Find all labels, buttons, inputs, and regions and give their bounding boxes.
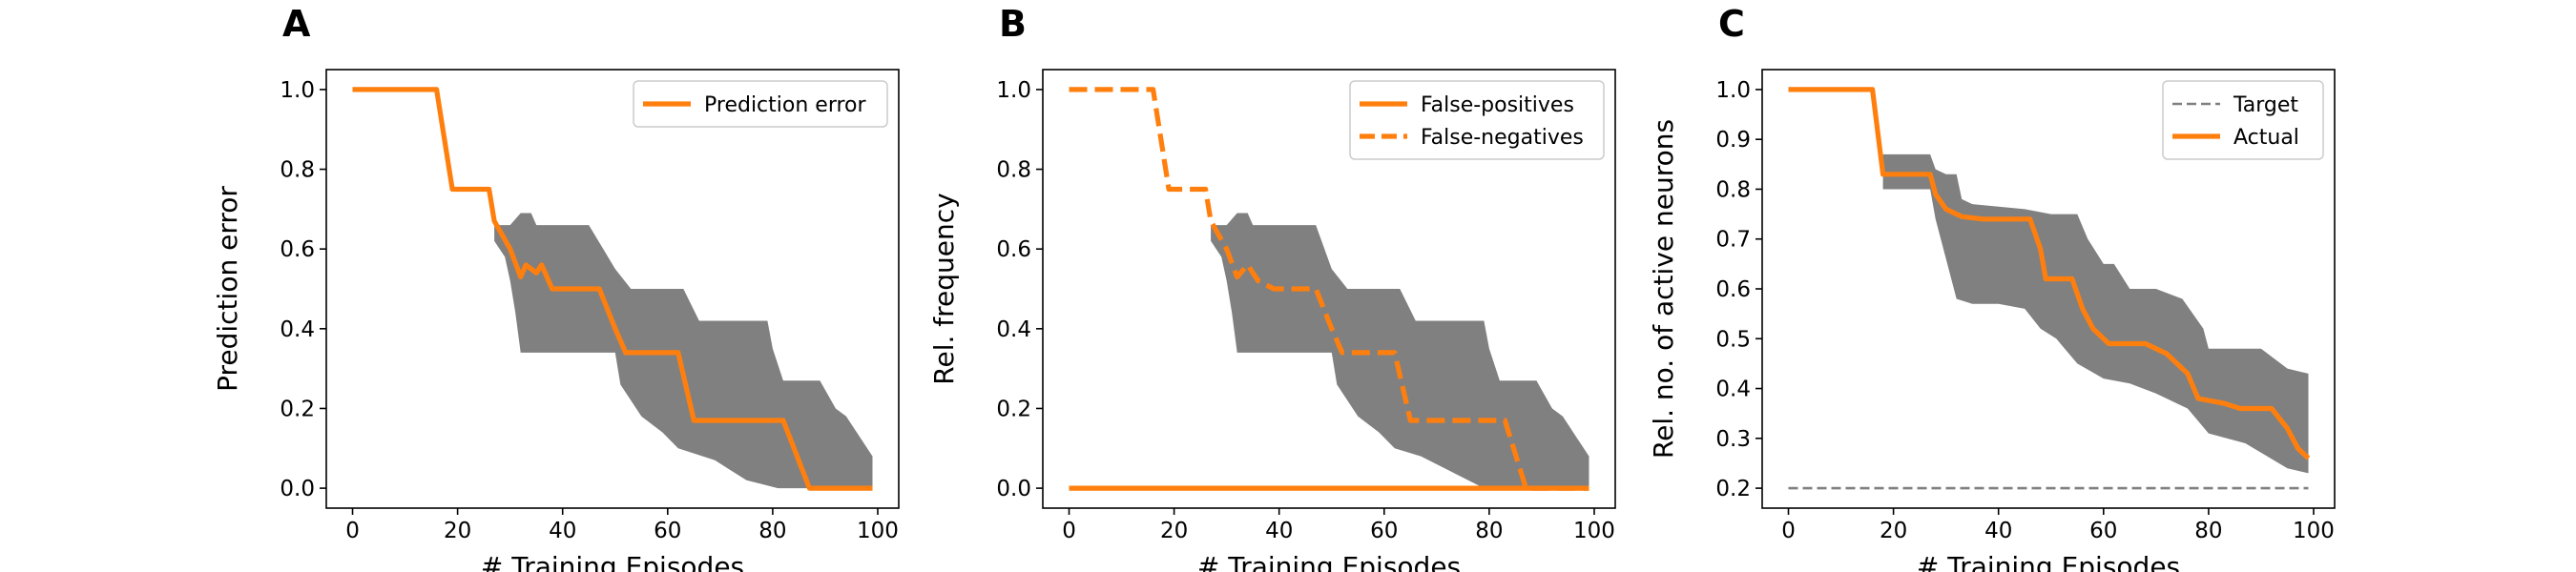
legend-label: False-negatives [1421, 126, 1584, 150]
x-axis-label: # Training Episodes [1197, 551, 1461, 572]
y-tick-label: 0.6 [996, 237, 1031, 262]
legend-label: False-positives [1421, 93, 1574, 117]
legend-box [2162, 80, 2324, 160]
x-tick-label: 20 [1880, 519, 1907, 543]
x-axis-label: # Training Episodes [1917, 551, 2180, 572]
x-tick-label: 40 [1265, 519, 1293, 543]
legend-label: Target [2233, 93, 2298, 117]
y-tick-label: 1.0 [280, 78, 315, 103]
chart-panel-b: B 0 20 40 60 80 100 0.0 0.2 0.4 0.6 0.8 1.0 # Trainin… [928, 3, 1616, 572]
legend: Target Actual [2162, 80, 2324, 160]
y-tick-label: 0.0 [996, 477, 1031, 501]
y-tick-label: 0.2 [996, 397, 1031, 421]
x-tick-label: 100 [1573, 519, 1615, 543]
y-tick-label: 1.0 [1715, 78, 1751, 103]
x-tick-label: 60 [2089, 519, 2117, 543]
y-tick-label: 0.8 [1715, 177, 1751, 202]
y-tick-label: 0.5 [1715, 327, 1751, 352]
y-axis-label: Prediction error [212, 186, 243, 392]
x-tick-label: 0 [1062, 519, 1076, 543]
y-tick-label: 0.2 [1715, 477, 1751, 501]
x-axis-label: # Training Episodes [481, 551, 744, 572]
x-tick-label: 0 [1781, 519, 1796, 543]
plot-area [1788, 87, 2311, 490]
x-tick-label: 0 [345, 519, 360, 543]
x-tick-label: 20 [444, 519, 471, 543]
y-tick-label: 0.8 [996, 158, 1031, 183]
legend-box [633, 80, 888, 128]
y-tick-label: 0.6 [280, 237, 315, 262]
variability-band [1882, 153, 2309, 474]
x-tick-label: 60 [1370, 519, 1398, 543]
y-tick-label: 0.4 [996, 317, 1031, 342]
legend-label: Actual [2233, 126, 2299, 150]
y-tick-label: 1.0 [996, 78, 1031, 103]
legend-box [1349, 80, 1605, 160]
series-line-false-negatives [1069, 87, 1589, 491]
y-axis-label: Rel. frequency [928, 193, 960, 384]
variability-band [494, 213, 873, 489]
y-tick-label: 0.2 [280, 397, 315, 421]
y-tick-label: 0.7 [1715, 228, 1751, 253]
y-tick-label: 0.0 [280, 477, 315, 501]
legend-label: Prediction error [704, 93, 866, 117]
y-tick-label: 0.9 [1715, 128, 1751, 153]
legend: Prediction error [633, 80, 888, 128]
axes-frame [325, 69, 900, 509]
variability-band [1211, 213, 1589, 489]
chart-panel-a: A 0 20 40 60 80 100 0.0 0.2 0.4 0.6 0.8 1.0 # Trainin… [212, 3, 900, 572]
panel-letter: A [282, 3, 311, 45]
axes-frame [1042, 69, 1616, 509]
y-tick-label: 0.4 [280, 317, 315, 342]
x-tick-label: 80 [758, 519, 786, 543]
x-tick-label: 40 [1984, 519, 2012, 543]
y-tick-label: 0.4 [1715, 378, 1751, 402]
y-tick-label: 0.6 [1715, 277, 1751, 302]
plot-area [1069, 87, 1589, 491]
x-tick-label: 40 [549, 519, 576, 543]
chart-panel-c: C 0 20 40 60 80 100 0.2 0.3 0.4 0.5 0.6 0.7 0.8 0.9 1.0… [1648, 3, 2336, 572]
series-line-actual [1788, 87, 2311, 460]
panel-letter: C [1718, 3, 1745, 45]
y-tick-label: 0.8 [280, 158, 315, 183]
y-axis-label: Rel. no. of active neurons [1648, 119, 1679, 459]
x-tick-label: 20 [1160, 519, 1188, 543]
x-tick-label: 60 [654, 519, 681, 543]
plot-area [352, 87, 873, 491]
x-tick-label: 100 [857, 519, 899, 543]
x-tick-label: 80 [2194, 519, 2222, 543]
x-tick-label: 100 [2293, 519, 2335, 543]
legend: False-positives False-negatives [1349, 80, 1605, 160]
x-tick-label: 80 [1475, 519, 1503, 543]
panel-letter: B [999, 3, 1027, 45]
series-line-prediction-error [352, 87, 873, 491]
y-tick-label: 0.3 [1715, 427, 1751, 452]
